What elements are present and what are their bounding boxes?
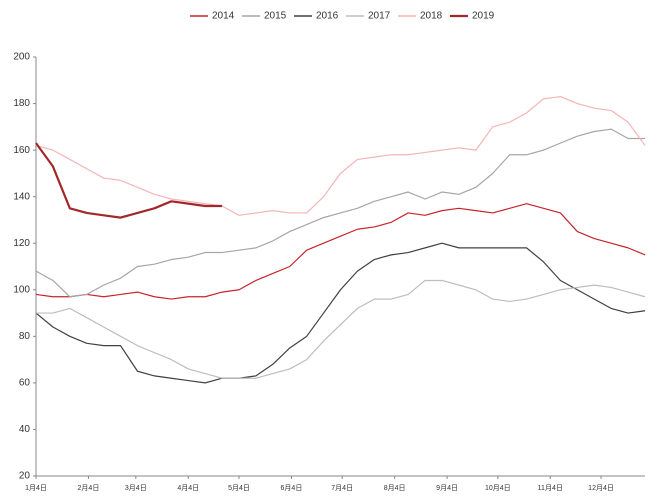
y-tick-label: 20 (19, 471, 31, 482)
legend-label: 2015 (264, 11, 287, 22)
legend-label: 2014 (212, 11, 235, 22)
x-tick-label: 1月4日 (25, 484, 47, 492)
x-tick-label: 10月4日 (485, 484, 511, 492)
x-tick-label: 12月4日 (588, 484, 614, 492)
y-tick-label: 40 (19, 424, 31, 435)
y-tick-label: 80 (19, 331, 31, 342)
series-line (36, 279, 646, 379)
y-tick-label: 120 (13, 238, 30, 249)
x-tick-label: 2月4日 (78, 484, 100, 492)
x-tick-label: 3月4日 (125, 484, 147, 492)
x-tick-label: 7月4日 (331, 484, 353, 492)
legend-label: 2019 (472, 11, 495, 22)
x-tick-label: 9月4日 (436, 484, 458, 492)
series-line (35, 95, 646, 216)
series-line (35, 203, 646, 300)
x-tick-label: 11月4日 (538, 484, 563, 492)
y-tick-label: 200 (13, 52, 30, 63)
legend-label: 2017 (368, 11, 391, 22)
y-tick-label: 60 (19, 378, 31, 389)
x-tick-label: 5月4日 (228, 484, 250, 492)
y-tick-label: 160 (13, 145, 30, 156)
legend-label: 2016 (316, 11, 339, 22)
x-tick-label: 8月4日 (384, 484, 406, 492)
y-tick-label: 140 (13, 191, 30, 202)
legend-label: 2018 (420, 11, 443, 22)
y-tick-label: 100 (13, 284, 30, 295)
y-tick-label: 180 (13, 98, 30, 109)
x-tick-label: 4月4日 (177, 484, 199, 492)
series-line (35, 128, 645, 298)
x-tick-label: 6月4日 (281, 484, 303, 492)
series-line (35, 242, 646, 384)
series-line (35, 142, 223, 219)
